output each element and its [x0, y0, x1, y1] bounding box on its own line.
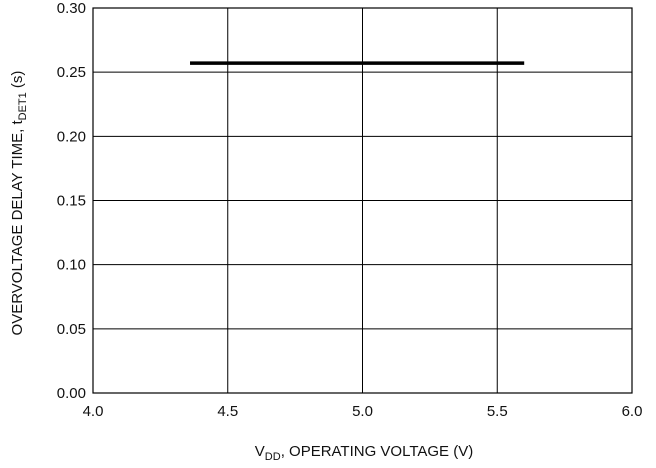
plot-frame [92, 7, 633, 394]
x-tick-labels: 4.0 4.5 5.0 5.5 6.0 [83, 403, 643, 420]
y-tick-label: 0.00 [57, 385, 86, 402]
x-tick-label: 5.5 [487, 403, 508, 420]
y-tick-label: 0.25 [57, 64, 86, 81]
x-tick-label: 5.0 [352, 403, 373, 420]
y-tick-labels: 0.00 0.05 0.10 0.15 0.20 0.25 0.30 [57, 0, 86, 402]
x-axis-title: VDD, OPERATING VOLTAGE (V) [255, 443, 473, 463]
y-tick-label: 0.05 [57, 321, 86, 338]
grid [92, 7, 633, 394]
y-tick-label: 0.15 [57, 193, 86, 210]
x-tick-label: 4.0 [83, 403, 104, 420]
y-axis-title: OVERVOLTAGE DELAY TIME, tDET1 (s) [9, 71, 29, 336]
y-tick-label: 0.30 [57, 0, 86, 17]
y-tick-label: 0.20 [57, 128, 86, 145]
y-tick-label: 0.10 [57, 257, 86, 274]
x-tick-label: 4.5 [217, 403, 238, 420]
x-tick-label: 6.0 [622, 403, 643, 420]
